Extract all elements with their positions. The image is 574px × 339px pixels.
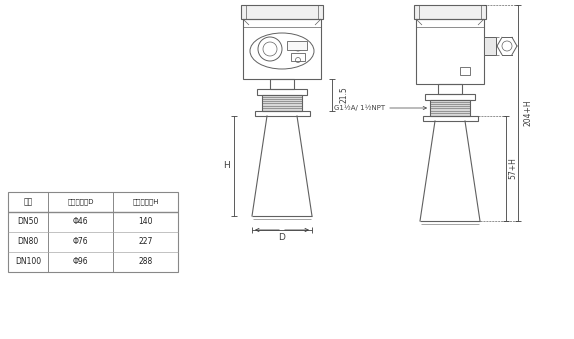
Bar [287, 41, 307, 50]
Text: Φ46: Φ46 [73, 218, 88, 226]
Bar [425, 94, 475, 100]
Bar [430, 100, 470, 116]
Bar [8, 192, 178, 272]
Text: 喇叭口高度H: 喇叭口高度H [132, 199, 159, 205]
Bar [291, 53, 305, 61]
Text: 57+H: 57+H [509, 158, 518, 179]
Text: 法兰: 法兰 [24, 198, 33, 206]
Text: 140: 140 [138, 218, 153, 226]
Bar [254, 111, 309, 116]
Text: D: D [278, 234, 285, 242]
Text: 204+H: 204+H [523, 100, 533, 126]
Bar [270, 79, 294, 89]
Bar [262, 95, 302, 111]
Text: G1½A/ 1½NPT: G1½A/ 1½NPT [334, 105, 385, 111]
Text: DN80: DN80 [17, 238, 38, 246]
Text: 227: 227 [138, 238, 153, 246]
Bar [460, 67, 470, 75]
Bar [241, 5, 323, 19]
Bar [438, 84, 462, 94]
Bar [416, 19, 484, 84]
Text: H: H [224, 161, 230, 171]
Bar [422, 116, 478, 121]
Text: 喇叭口直径D: 喇叭口直径D [67, 199, 94, 205]
Text: DN50: DN50 [17, 218, 38, 226]
Text: DN100: DN100 [15, 258, 41, 266]
Bar [243, 19, 321, 79]
Text: 288: 288 [138, 258, 153, 266]
Bar [484, 37, 496, 55]
Text: Φ96: Φ96 [73, 258, 88, 266]
Text: 21.5: 21.5 [339, 87, 348, 103]
Bar [257, 89, 307, 95]
Text: Φ76: Φ76 [73, 238, 88, 246]
Bar [414, 5, 486, 19]
